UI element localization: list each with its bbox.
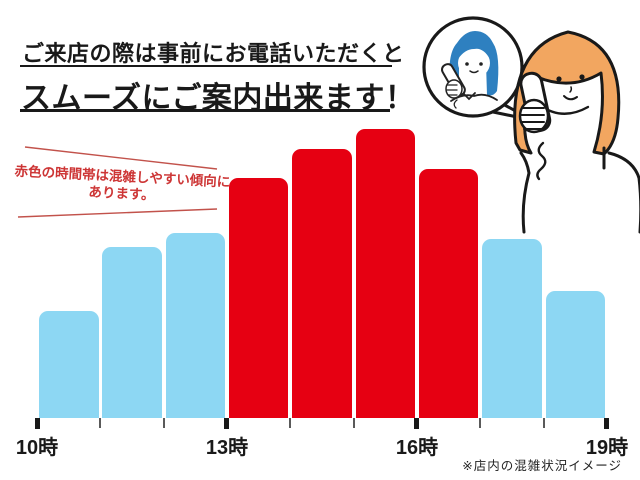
axis-tick-minor [352, 418, 355, 428]
busy-note-rules [17, 146, 218, 218]
staff-eye-left [465, 62, 469, 66]
headline-line1: ご来店の際は事前にお電話いただくと [22, 41, 405, 66]
bar-13-14時 [228, 178, 289, 418]
phone-call-illustration [422, 16, 640, 234]
axis-tick-minor [479, 418, 482, 428]
chart-footnote: ※店内の混雑状況イメージ [462, 459, 622, 473]
headline-underline-1 [20, 65, 392, 67]
axis-label-10時: 10時 [15, 437, 59, 459]
bar-17-18時 [482, 239, 542, 418]
axis-tick-minor [99, 418, 102, 428]
axis-tick-major [34, 418, 40, 429]
annotation-rule-top [24, 146, 218, 170]
axis-tick-minor [289, 418, 292, 428]
staff-figure [441, 31, 499, 109]
axis-label-16時: 16時 [395, 437, 439, 459]
axis-tick-minor [162, 418, 165, 428]
headline-underline-2 [20, 109, 390, 112]
bar-16-17時 [418, 169, 479, 418]
phone-cord-icon [536, 141, 547, 181]
staff-collar [450, 92, 498, 102]
bar-12-13時 [165, 233, 226, 418]
annotation-rule-bottom [17, 208, 218, 218]
bar-15-16時 [355, 129, 416, 418]
axis-tick-major [604, 418, 610, 429]
bar-18-19時 [545, 291, 606, 418]
bar-11-12時 [102, 247, 162, 418]
axis-label-13時: 13時 [205, 437, 249, 459]
customer-figure [513, 30, 640, 234]
axis-tick-minor [542, 418, 545, 428]
axis-tick-major [414, 418, 420, 429]
customer-eye-right [579, 74, 585, 80]
axis-label-19時: 19時 [585, 437, 629, 459]
customer-body [519, 146, 640, 234]
customer-eye-left [556, 76, 562, 82]
axis-tick-major [224, 418, 230, 429]
bar-10-11時 [39, 311, 99, 418]
bar-14-15時 [292, 149, 352, 418]
staff-eye-right [479, 62, 483, 66]
